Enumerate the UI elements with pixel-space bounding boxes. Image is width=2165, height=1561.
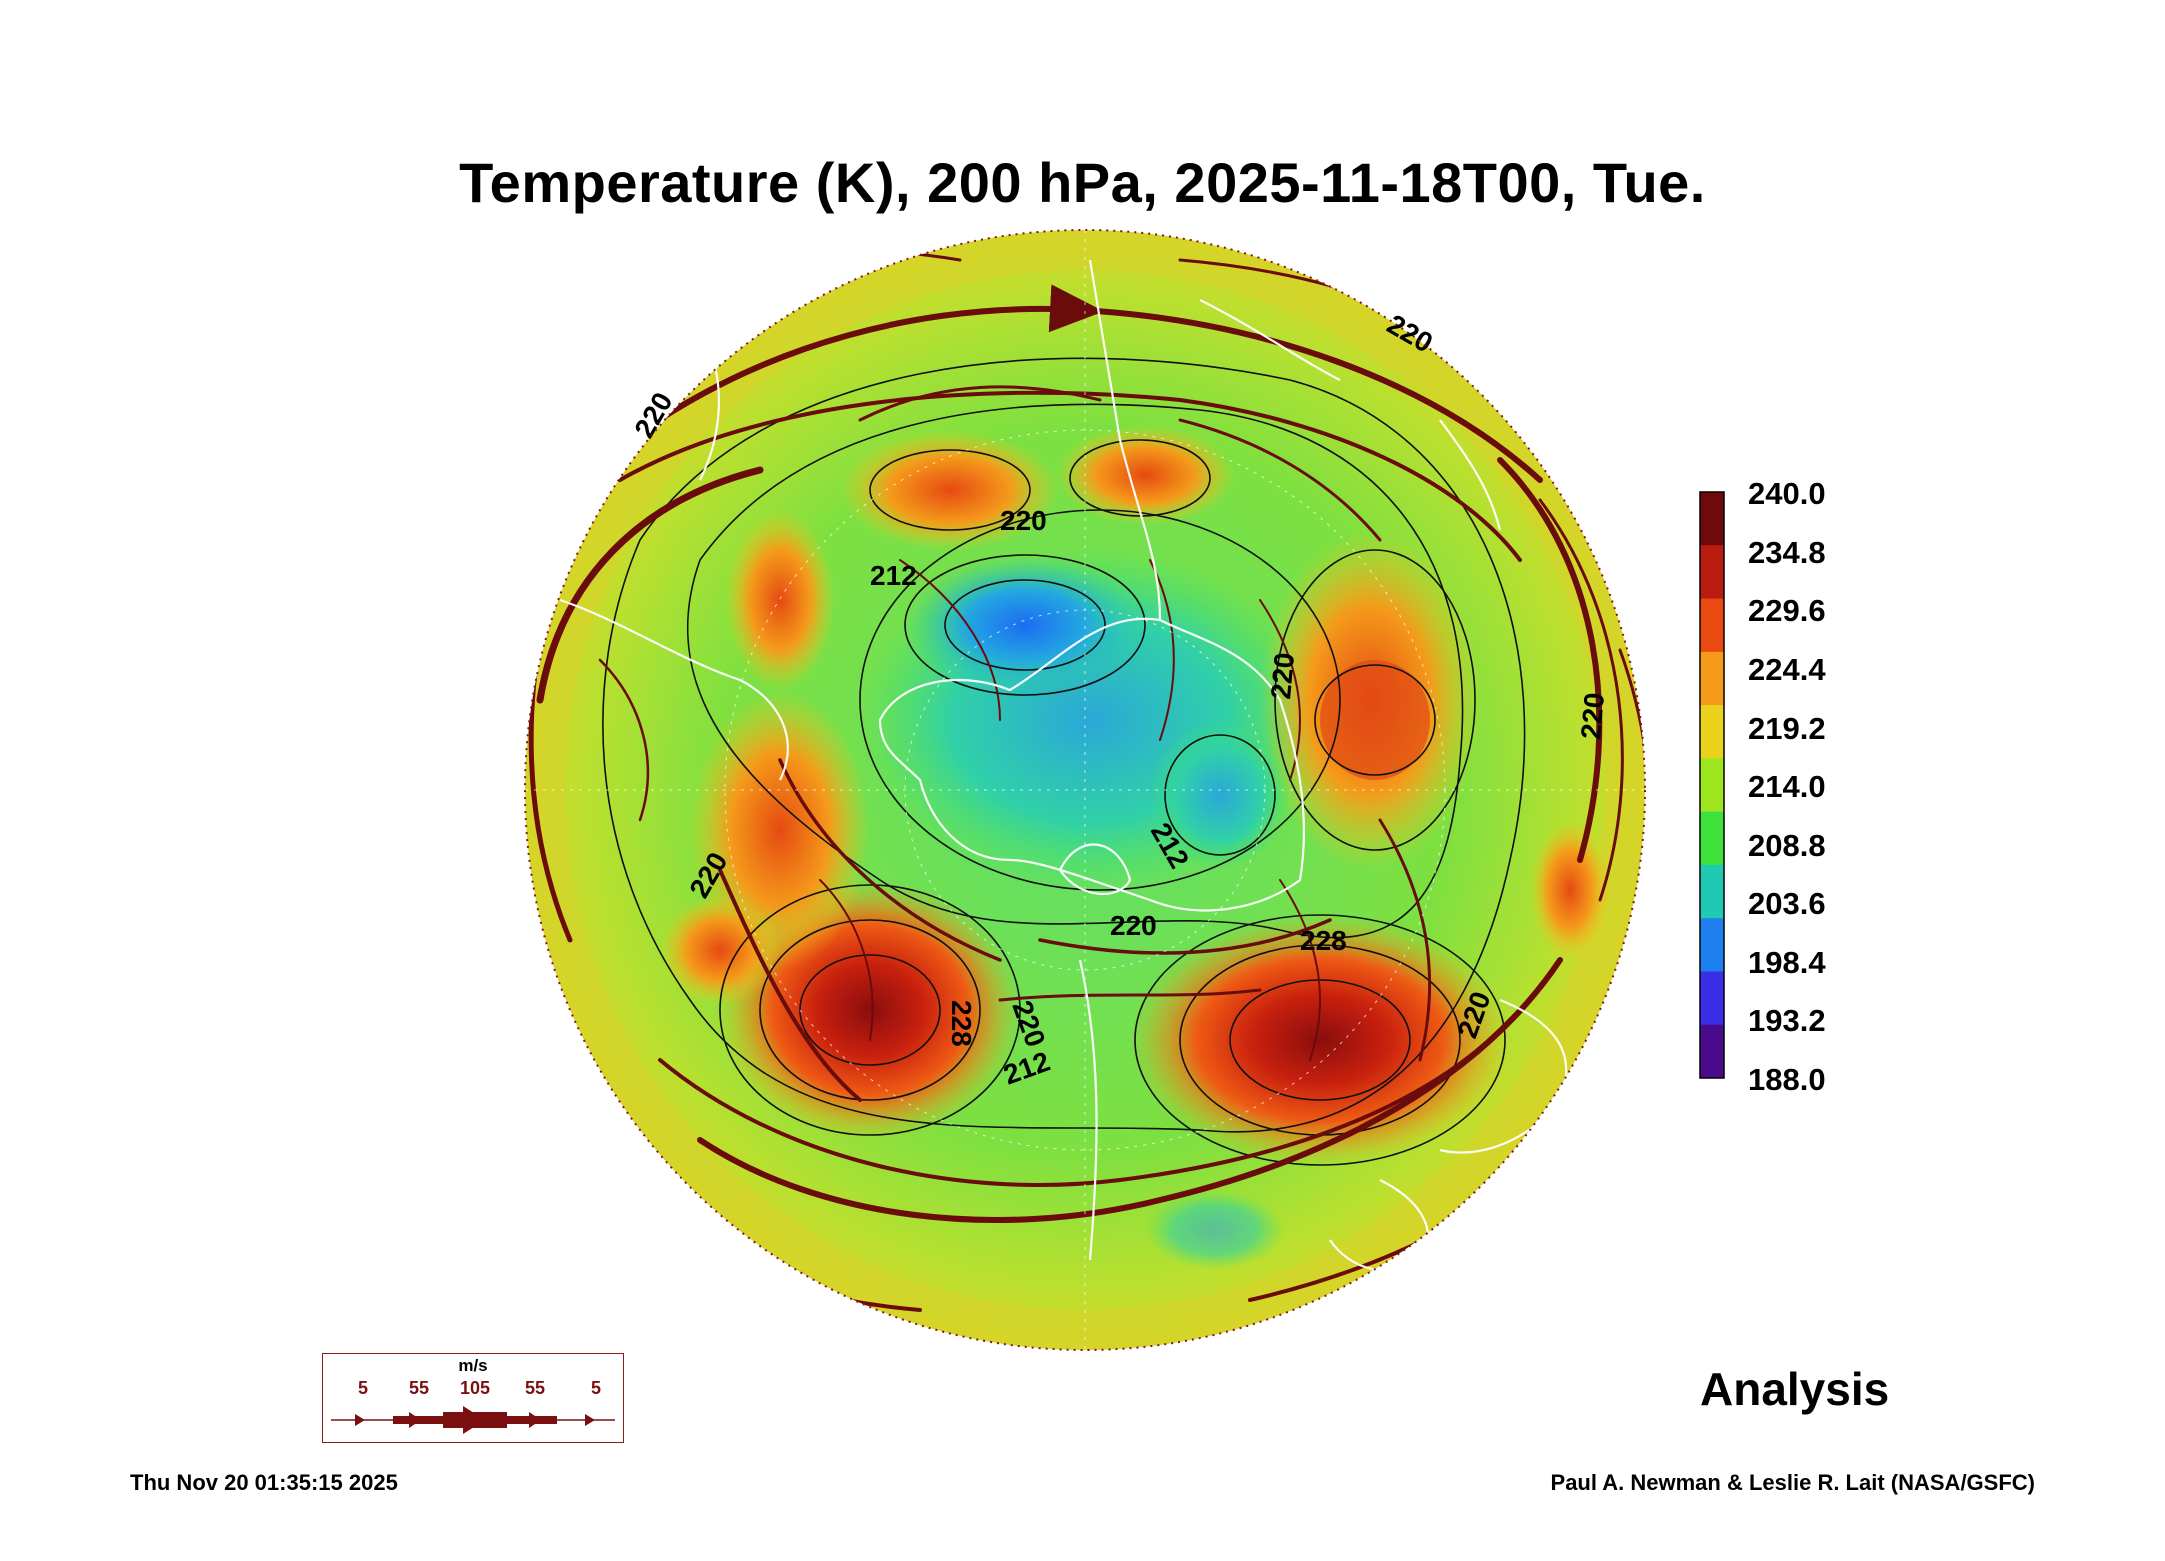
contour-label: 212 — [870, 560, 917, 591]
legend-value: 105 — [459, 1378, 491, 1398]
credit: Paul A. Newman & Leslie R. Lait (NASA/GS… — [1550, 1470, 2035, 1495]
colorbar-label: 229.6 — [1748, 593, 1826, 628]
wind-speed-legend: m/s 5 55 105 55 5 — [322, 1353, 624, 1443]
legend-value: 55 — [408, 1378, 430, 1398]
colorbar-segment — [1700, 811, 1724, 866]
colorbar-label: 214.0 — [1748, 769, 1826, 804]
colorbar-label: 240.0 — [1748, 476, 1826, 511]
legend-value: 55 — [524, 1378, 546, 1398]
legend-arrow-strip — [331, 1406, 615, 1434]
legend-value: 5 — [590, 1378, 602, 1398]
colorbar-label: 188.0 — [1748, 1062, 1826, 1097]
contour-label: 220 — [1110, 910, 1157, 941]
colorbar-segment — [1700, 651, 1724, 706]
colorbar-segment — [1700, 492, 1724, 546]
contour-label: 228 — [946, 1000, 977, 1047]
colorbar-segment — [1700, 1024, 1724, 1079]
colorbar-segment — [1700, 918, 1724, 972]
legend-unit: m/s — [458, 1356, 488, 1375]
colorbar-label: 224.4 — [1748, 652, 1826, 687]
colorbar-segment — [1700, 864, 1724, 919]
map-boundary — [524, 229, 1646, 1351]
colorbar-segment — [1700, 971, 1724, 1026]
colorbar-segment — [1700, 705, 1724, 759]
colorbar-label: 234.8 — [1748, 535, 1826, 570]
colorbar-label: 198.4 — [1748, 945, 1826, 980]
colorbar — [1699, 491, 1725, 1079]
colorbar-segment — [1700, 598, 1724, 653]
timestamp: Thu Nov 20 01:35:15 2025 — [130, 1470, 398, 1495]
contour-label: 228 — [1300, 925, 1347, 956]
product-label: Analysis — [1700, 1363, 1890, 1415]
contour-label: 220 — [1000, 505, 1047, 536]
colorbar-label: 193.2 — [1748, 1003, 1826, 1038]
contour-label: 220 — [1575, 691, 1610, 740]
colorbar-label: 203.6 — [1748, 886, 1826, 921]
colorbar-label: 219.2 — [1748, 711, 1826, 746]
contour-label: 220 — [1265, 651, 1300, 700]
legend-value: 5 — [357, 1378, 369, 1398]
colorbar-segment — [1700, 758, 1724, 813]
colorbar-segment — [1700, 545, 1724, 600]
page-title: Temperature (K), 200 hPa, 2025-11-18T00,… — [459, 151, 1706, 214]
temperature-field — [525, 230, 1645, 1350]
colorbar-label: 208.8 — [1748, 828, 1826, 863]
